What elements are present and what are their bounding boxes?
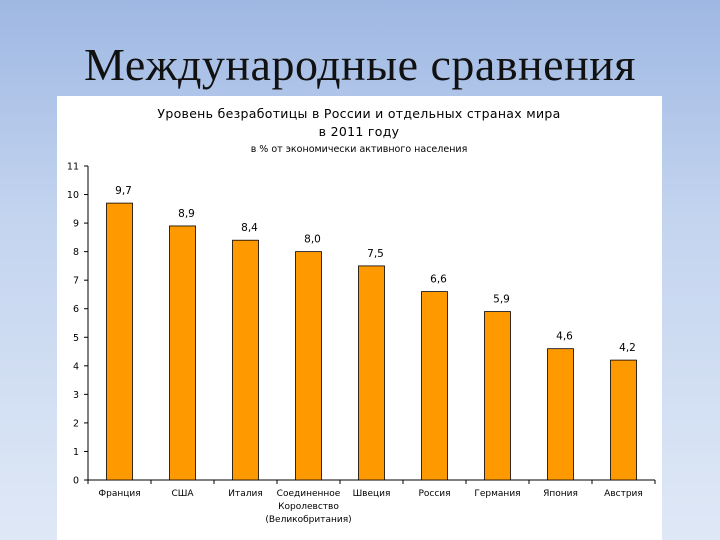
x-category-label: Королевство — [278, 502, 339, 512]
bar — [421, 291, 448, 481]
y-tick-label: 7 — [73, 276, 79, 287]
x-category-label: Япония — [543, 489, 578, 499]
bar — [232, 239, 259, 481]
y-tick-label: 11 — [67, 162, 79, 173]
data-label: 7,5 — [367, 248, 384, 260]
y-tick-label: 2 — [73, 418, 79, 429]
y-tick-label: 5 — [73, 333, 79, 344]
x-category-label: Италия — [228, 489, 263, 499]
bar — [295, 251, 322, 481]
y-tick-label: 9 — [73, 219, 79, 230]
y-tick-label: 4 — [73, 361, 79, 372]
chart-subtitle: в % от экономически активного населения — [251, 144, 468, 155]
y-tick-label: 10 — [67, 190, 79, 201]
bar — [358, 265, 385, 481]
y-tick-label: 6 — [73, 304, 79, 315]
data-label: 5,9 — [493, 294, 510, 306]
slide-title: Международные сравнения — [84, 39, 636, 90]
bar — [610, 359, 637, 481]
bar — [169, 225, 196, 481]
y-tick-label: 0 — [73, 476, 79, 487]
data-label: 4,2 — [619, 342, 636, 354]
x-category-label: США — [171, 489, 194, 499]
x-category-label: Франция — [98, 489, 140, 499]
bar — [484, 311, 511, 481]
data-label: 9,7 — [115, 185, 132, 197]
x-category-label: Соединенное — [277, 489, 341, 499]
chart-panel: Уровень безработицы в России и отдельных… — [57, 96, 662, 540]
x-category-label: (Великобритания) — [265, 515, 351, 525]
unemployment-bar-chart: Уровень безработицы в России и отдельных… — [67, 106, 656, 525]
bar — [547, 348, 574, 481]
chart-title-line: в 2011 году — [319, 124, 400, 139]
data-label: 8,0 — [304, 234, 321, 246]
x-category-label: Австрия — [604, 489, 643, 499]
bar — [106, 202, 133, 481]
y-tick-label: 8 — [73, 247, 79, 258]
chart-title-line: Уровень безработицы в России и отдельных… — [157, 106, 560, 121]
x-category-label: Россия — [418, 489, 450, 499]
x-category-label: Германия — [474, 489, 520, 499]
x-category-label: Швеция — [353, 489, 391, 499]
data-label: 8,4 — [241, 222, 258, 234]
data-label: 6,6 — [430, 274, 447, 286]
y-tick-label: 1 — [73, 447, 79, 458]
y-tick-label: 3 — [73, 390, 79, 401]
data-label: 4,6 — [556, 331, 573, 343]
data-label: 8,9 — [178, 208, 195, 220]
